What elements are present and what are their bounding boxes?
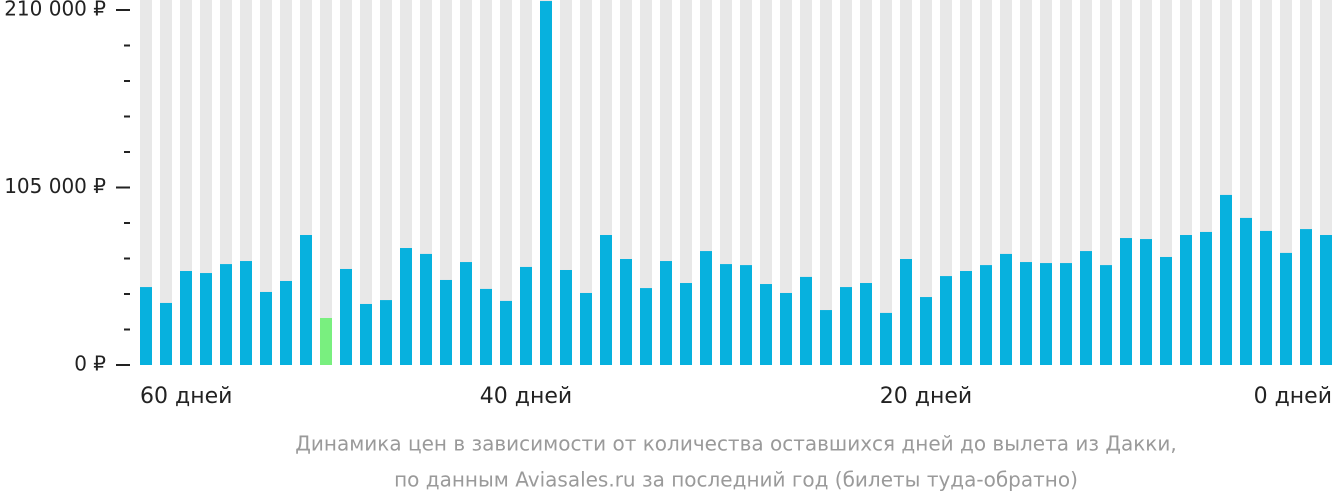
- bar: [300, 235, 312, 365]
- bar: [820, 310, 832, 365]
- bar-background: [840, 0, 852, 365]
- bar: [900, 259, 912, 365]
- bar-background: [780, 0, 792, 365]
- bar: [260, 291, 272, 365]
- bar-background: [140, 0, 152, 365]
- bar: [560, 269, 572, 365]
- bar: [320, 318, 332, 365]
- bar: [860, 283, 872, 365]
- x-tick-label: 60 дней: [140, 384, 232, 409]
- bar-background: [680, 0, 692, 365]
- bar: [160, 302, 172, 365]
- bar: [180, 271, 192, 365]
- bar: [1200, 231, 1212, 365]
- bar: [780, 292, 792, 365]
- bar: [840, 287, 852, 365]
- bar: [720, 264, 732, 365]
- y-tick-label: 210 000 ₽: [4, 0, 106, 21]
- bar: [460, 262, 472, 365]
- bar: [1160, 256, 1172, 365]
- bar-background: [880, 0, 892, 365]
- bar-background: [260, 0, 272, 365]
- bar: [1300, 229, 1312, 365]
- bar-background: [860, 0, 872, 365]
- bar-background: [820, 0, 832, 365]
- bar-background: [440, 0, 452, 365]
- bar-background: [280, 0, 292, 365]
- bar: [540, 1, 552, 366]
- bar: [1140, 239, 1152, 365]
- bar: [600, 235, 612, 365]
- bar-background: [800, 0, 812, 365]
- bar: [1240, 217, 1252, 365]
- bar: [1120, 238, 1132, 365]
- bar: [140, 287, 152, 365]
- bar: [980, 265, 992, 365]
- bar: [800, 276, 812, 365]
- bar: [1040, 263, 1052, 365]
- bar: [220, 264, 232, 365]
- bar-background: [500, 0, 512, 365]
- bar-background: [640, 0, 652, 365]
- bar: [680, 283, 692, 365]
- bar: [920, 297, 932, 365]
- caption: по данным Aviasales.ru за последний год …: [394, 468, 1078, 492]
- bar: [360, 303, 372, 365]
- bar: [1020, 262, 1032, 365]
- bar: [520, 266, 532, 365]
- y-tick-label: 0 ₽: [74, 352, 106, 376]
- bar: [500, 300, 512, 365]
- bar: [280, 280, 292, 365]
- bar: [580, 292, 592, 365]
- bar-background: [360, 0, 372, 365]
- x-tick-label: 40 дней: [480, 384, 572, 409]
- bar-background: [380, 0, 392, 365]
- bar-background: [320, 0, 332, 365]
- bar: [1320, 235, 1332, 365]
- bar: [420, 253, 432, 365]
- caption: Динамика цен в зависимости от количества…: [295, 432, 1176, 456]
- x-tick-label: 20 дней: [880, 384, 972, 409]
- bar: [240, 261, 252, 365]
- bar-background: [160, 0, 172, 365]
- bar: [960, 271, 972, 365]
- bar: [400, 248, 412, 365]
- bar: [640, 288, 652, 365]
- x-tick-label: 0 дней: [1254, 384, 1332, 409]
- bar: [380, 300, 392, 365]
- bar: [200, 273, 212, 365]
- bar: [740, 265, 752, 365]
- bar: [1060, 263, 1072, 365]
- bar: [1080, 251, 1092, 365]
- bar: [880, 312, 892, 365]
- bar: [1180, 235, 1192, 365]
- bar: [1280, 252, 1292, 365]
- bar-background: [940, 0, 952, 365]
- bar: [1000, 253, 1012, 365]
- bar: [700, 251, 712, 365]
- bar: [620, 259, 632, 365]
- bar: [940, 276, 952, 365]
- bar: [1100, 265, 1112, 365]
- bar: [660, 261, 672, 365]
- bar: [1260, 230, 1272, 365]
- bar-background: [480, 0, 492, 365]
- bar: [480, 288, 492, 365]
- bar: [440, 279, 452, 365]
- bar: [340, 268, 352, 365]
- bar: [1220, 194, 1232, 365]
- bar-background: [760, 0, 772, 365]
- bar-background: [920, 0, 932, 365]
- bar: [760, 284, 772, 365]
- y-tick-label: 105 000 ₽: [4, 174, 106, 198]
- bar-background: [580, 0, 592, 365]
